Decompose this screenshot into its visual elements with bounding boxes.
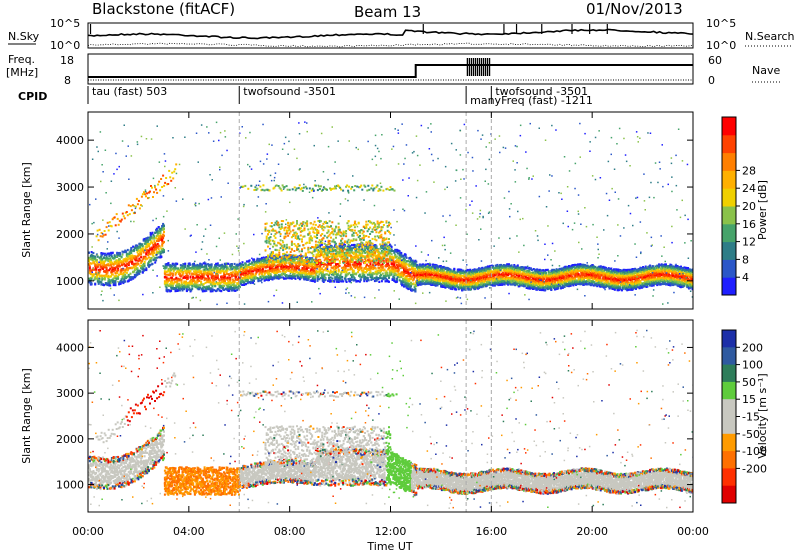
time-axis-label: Time UT	[366, 540, 412, 553]
colorbar-swatch	[722, 206, 736, 224]
sky-label: N.Sky	[8, 30, 40, 43]
colorbar-swatch	[722, 170, 736, 188]
colorbar-swatch	[722, 259, 736, 277]
sky-noise-line	[88, 29, 693, 38]
time-tick-label: 16:00	[475, 525, 507, 538]
colorbar-swatch	[722, 486, 736, 504]
sky-left-tick-bottom: 10^0	[50, 39, 80, 52]
colorbar-tick-label: 100	[742, 359, 763, 372]
nave-tick-bottom: 0	[708, 74, 715, 87]
nave-tick-top: 60	[708, 54, 722, 67]
nave-label: Nave	[752, 64, 780, 77]
freq-tick-top: 18	[60, 54, 74, 67]
search-noise-line	[88, 43, 693, 47]
sky-right-tick-top: 10^5	[706, 17, 736, 30]
colorbar-swatch	[722, 242, 736, 260]
colorbar-swatch	[722, 382, 736, 400]
cpid-segment-label: twofsound -3501	[243, 85, 336, 98]
search-label: N.Search	[745, 30, 795, 43]
station-title: Blackstone (fitACF)	[92, 0, 235, 18]
time-tick-label: 00:00	[677, 525, 709, 538]
sky-left-tick-top: 10^5	[50, 17, 80, 30]
range-tick-label: 2000	[56, 228, 84, 241]
colorbar-swatch	[722, 277, 736, 295]
colorbar-swatch	[722, 399, 736, 417]
colorbar-tick-label: 8	[742, 253, 749, 266]
sky-noise-panel: N.Sky 10^5 10^0 10^5 10^0 N.Search	[8, 17, 795, 52]
date-title: 01/Nov/2013	[586, 0, 683, 18]
time-tick-label: 00:00	[72, 525, 104, 538]
power-ylabel: Slant Range [km]	[20, 162, 33, 258]
freq-tick-bottom: 8	[64, 74, 71, 87]
colorbar-tick-label: 50	[742, 376, 756, 389]
velocity-ylabel: Slant Range [km]	[20, 368, 33, 464]
beam-title: Beam 13	[354, 3, 421, 21]
frequency-line	[88, 65, 693, 77]
power-colorbar: 4 8 12 16 20 24 28	[722, 117, 756, 296]
range-tick-label: 1000	[56, 479, 84, 492]
colorbar-tick-label: 24	[742, 182, 756, 195]
colorbar-swatch	[722, 434, 736, 452]
colorbar-swatch	[722, 451, 736, 469]
power-heatmap	[88, 112, 694, 309]
cpid-segment-label: tau (fast) 503	[92, 85, 167, 98]
range-tick-label: 3000	[56, 181, 84, 194]
colorbar-swatch	[722, 347, 736, 365]
range-tick-label: 3000	[56, 387, 84, 400]
colorbar-tick-label: 200	[742, 341, 763, 354]
colorbar-tick-label: 15	[742, 393, 756, 406]
time-tick-label: 04:00	[173, 525, 205, 538]
velocity-heatmap	[88, 320, 694, 512]
range-tick-label: 2000	[56, 433, 84, 446]
colorbar-swatch	[722, 117, 736, 135]
colorbar-swatch	[722, 224, 736, 242]
power-colorbar-label: Power [dB]	[756, 180, 769, 240]
colorbar-tick-label: -200	[742, 462, 767, 475]
colorbar-tick-label: 4	[742, 271, 749, 284]
velocity-panel: 1000 2000 3000 4000 Slant Range [km] 200 100…	[20, 320, 769, 512]
colorbar-swatch	[722, 135, 736, 153]
velocity-colorbar-label: Velocity [m s⁻¹]	[756, 373, 769, 458]
power-panel: 1000 2000 3000 4000 Slant Range [km] 4 8 12 16…	[20, 112, 769, 309]
colorbar-swatch	[722, 330, 736, 348]
range-tick-label: 4000	[56, 134, 84, 147]
colorbar-tick-label: 28	[742, 164, 756, 177]
range-tick-label: 4000	[56, 341, 84, 354]
time-tick-label: 12:00	[375, 525, 407, 538]
time-tick-label: 20:00	[576, 525, 608, 538]
time-tick-label: 08:00	[274, 525, 306, 538]
colorbar-swatch	[722, 365, 736, 383]
sky-right-tick-bottom: 10^0	[706, 39, 736, 52]
cpid-segment-label: twofsound -3501	[495, 85, 588, 98]
colorbar-swatch	[722, 468, 736, 486]
colorbar-tick-label: 12	[742, 236, 756, 249]
colorbar-swatch	[722, 153, 736, 171]
colorbar-tick-label: 16	[742, 218, 756, 231]
range-tick-label: 1000	[56, 275, 84, 288]
colorbar-tick-label: 20	[742, 200, 756, 213]
colorbar-swatch	[722, 417, 736, 435]
freq-label-line1: Freq.	[8, 53, 35, 66]
cpid-label: CPID	[18, 90, 47, 103]
freq-panel: Freq. [MHz] 18 8 60 0 Nave	[6, 53, 782, 87]
frequency-burst	[467, 58, 489, 76]
freq-label-line2: [MHz]	[6, 66, 38, 79]
colorbar-swatch	[722, 188, 736, 206]
